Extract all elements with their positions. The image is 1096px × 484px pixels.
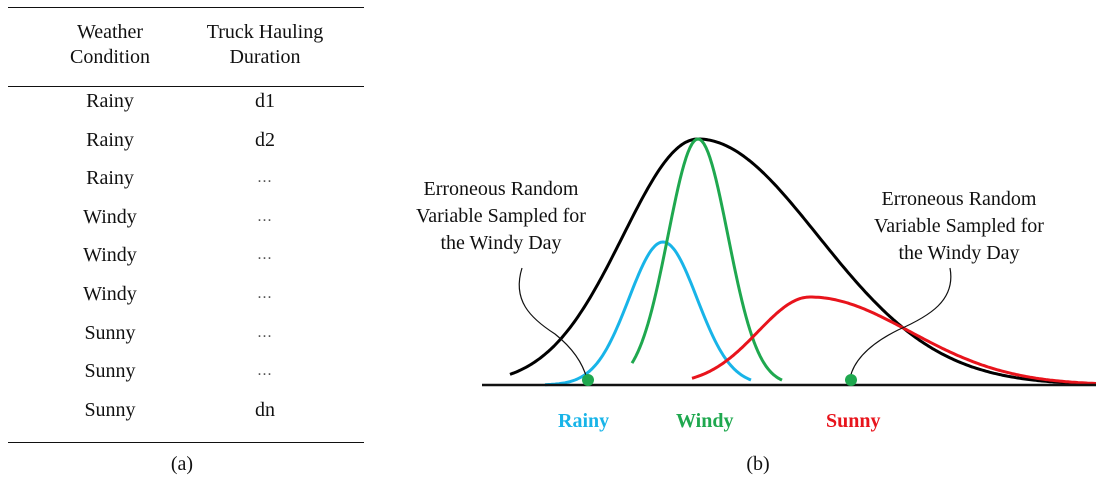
cell-weather: Windy (83, 283, 137, 305)
cell-weather: Sunny (84, 321, 136, 344)
cell-weather: Windy (83, 244, 137, 267)
table-row: Rainy d2 (0, 125, 364, 155)
cell-duration: ... (257, 246, 273, 264)
header-weather-line1: Weather (76, 21, 144, 43)
header-duration-line2: Duration (229, 46, 301, 68)
header-weather-condition: Weather Condition (40, 20, 180, 70)
table-top-rule (8, 7, 364, 8)
table-row: Sunny... (0, 318, 364, 348)
cell-weather: Sunny (84, 398, 136, 421)
cell-weather: Sunny (84, 360, 136, 383)
cell-duration: d2 (255, 128, 275, 151)
table-body: Rainy d1 Rainy d2 Rainy... Windy... Windy... Wi… (0, 0, 364, 484)
rainy-curve (544, 240, 752, 387)
caption-b: (b) (746, 453, 770, 475)
cell-weather: Rainy (86, 128, 134, 151)
distribution-curves-svg (482, 137, 1096, 387)
table-header-rule (8, 86, 364, 87)
leader-line-right (849, 267, 952, 379)
header-truck-hauling-duration: Truck Hauling Duration (190, 20, 340, 70)
label-sunny: Sunny (826, 410, 881, 432)
weather-duration-table: Weather Condition Truck Hauling Duration… (0, 0, 364, 484)
header-duration-line1: Truck Hauling (206, 21, 324, 43)
table-row: Rainy... (0, 163, 364, 193)
table-bottom-rule (8, 442, 364, 443)
cell-duration: ... (257, 362, 273, 380)
label-windy: Windy (676, 410, 734, 432)
table-row: Sunny... (0, 356, 364, 386)
table-row: Rainy d1 (0, 86, 364, 116)
sample-point-left (582, 374, 594, 386)
table-row: Windy... (0, 279, 364, 309)
sunny-curve (691, 295, 1096, 385)
annotation-right-line1: Erroneous Random (881, 188, 1037, 210)
cell-duration: ... (257, 207, 273, 225)
cell-duration: ... (257, 169, 273, 187)
cell-duration: dn (255, 398, 275, 421)
annotation-right: Erroneous Random Variable Sampled for th… (844, 186, 1074, 267)
cell-weather: Rainy (86, 90, 134, 112)
annotation-right-line3: the Windy Day (898, 242, 1020, 264)
table-row: Windy... (0, 202, 364, 232)
header-weather-line2: Condition (69, 46, 150, 68)
table-row: Sunny dn (0, 395, 364, 425)
table-row: Windy... (0, 240, 364, 270)
caption-a: (a) (170, 453, 194, 475)
annotation-left-line2: Variable Sampled for (416, 205, 586, 227)
cell-weather: Rainy (86, 167, 134, 190)
annotation-left: Erroneous Random Variable Sampled for th… (386, 176, 616, 257)
annotation-right-line2: Variable Sampled for (874, 215, 1044, 237)
windy-curve (630, 137, 783, 382)
overall-curve (509, 137, 1096, 386)
leader-line-left (518, 267, 588, 380)
cell-weather: Windy (83, 205, 137, 228)
annotation-left-line3: the Windy Day (440, 232, 562, 254)
cell-duration: ... (257, 323, 273, 341)
sample-point-right (845, 374, 857, 386)
label-rainy: Rainy (558, 410, 610, 432)
curves-group (509, 137, 1096, 387)
cell-duration: ... (257, 285, 273, 302)
cell-duration: d1 (255, 90, 275, 112)
annotation-left-line1: Erroneous Random (423, 178, 579, 200)
distribution-diagram: Erroneous Random Variable Sampled for th… (370, 0, 1096, 450)
